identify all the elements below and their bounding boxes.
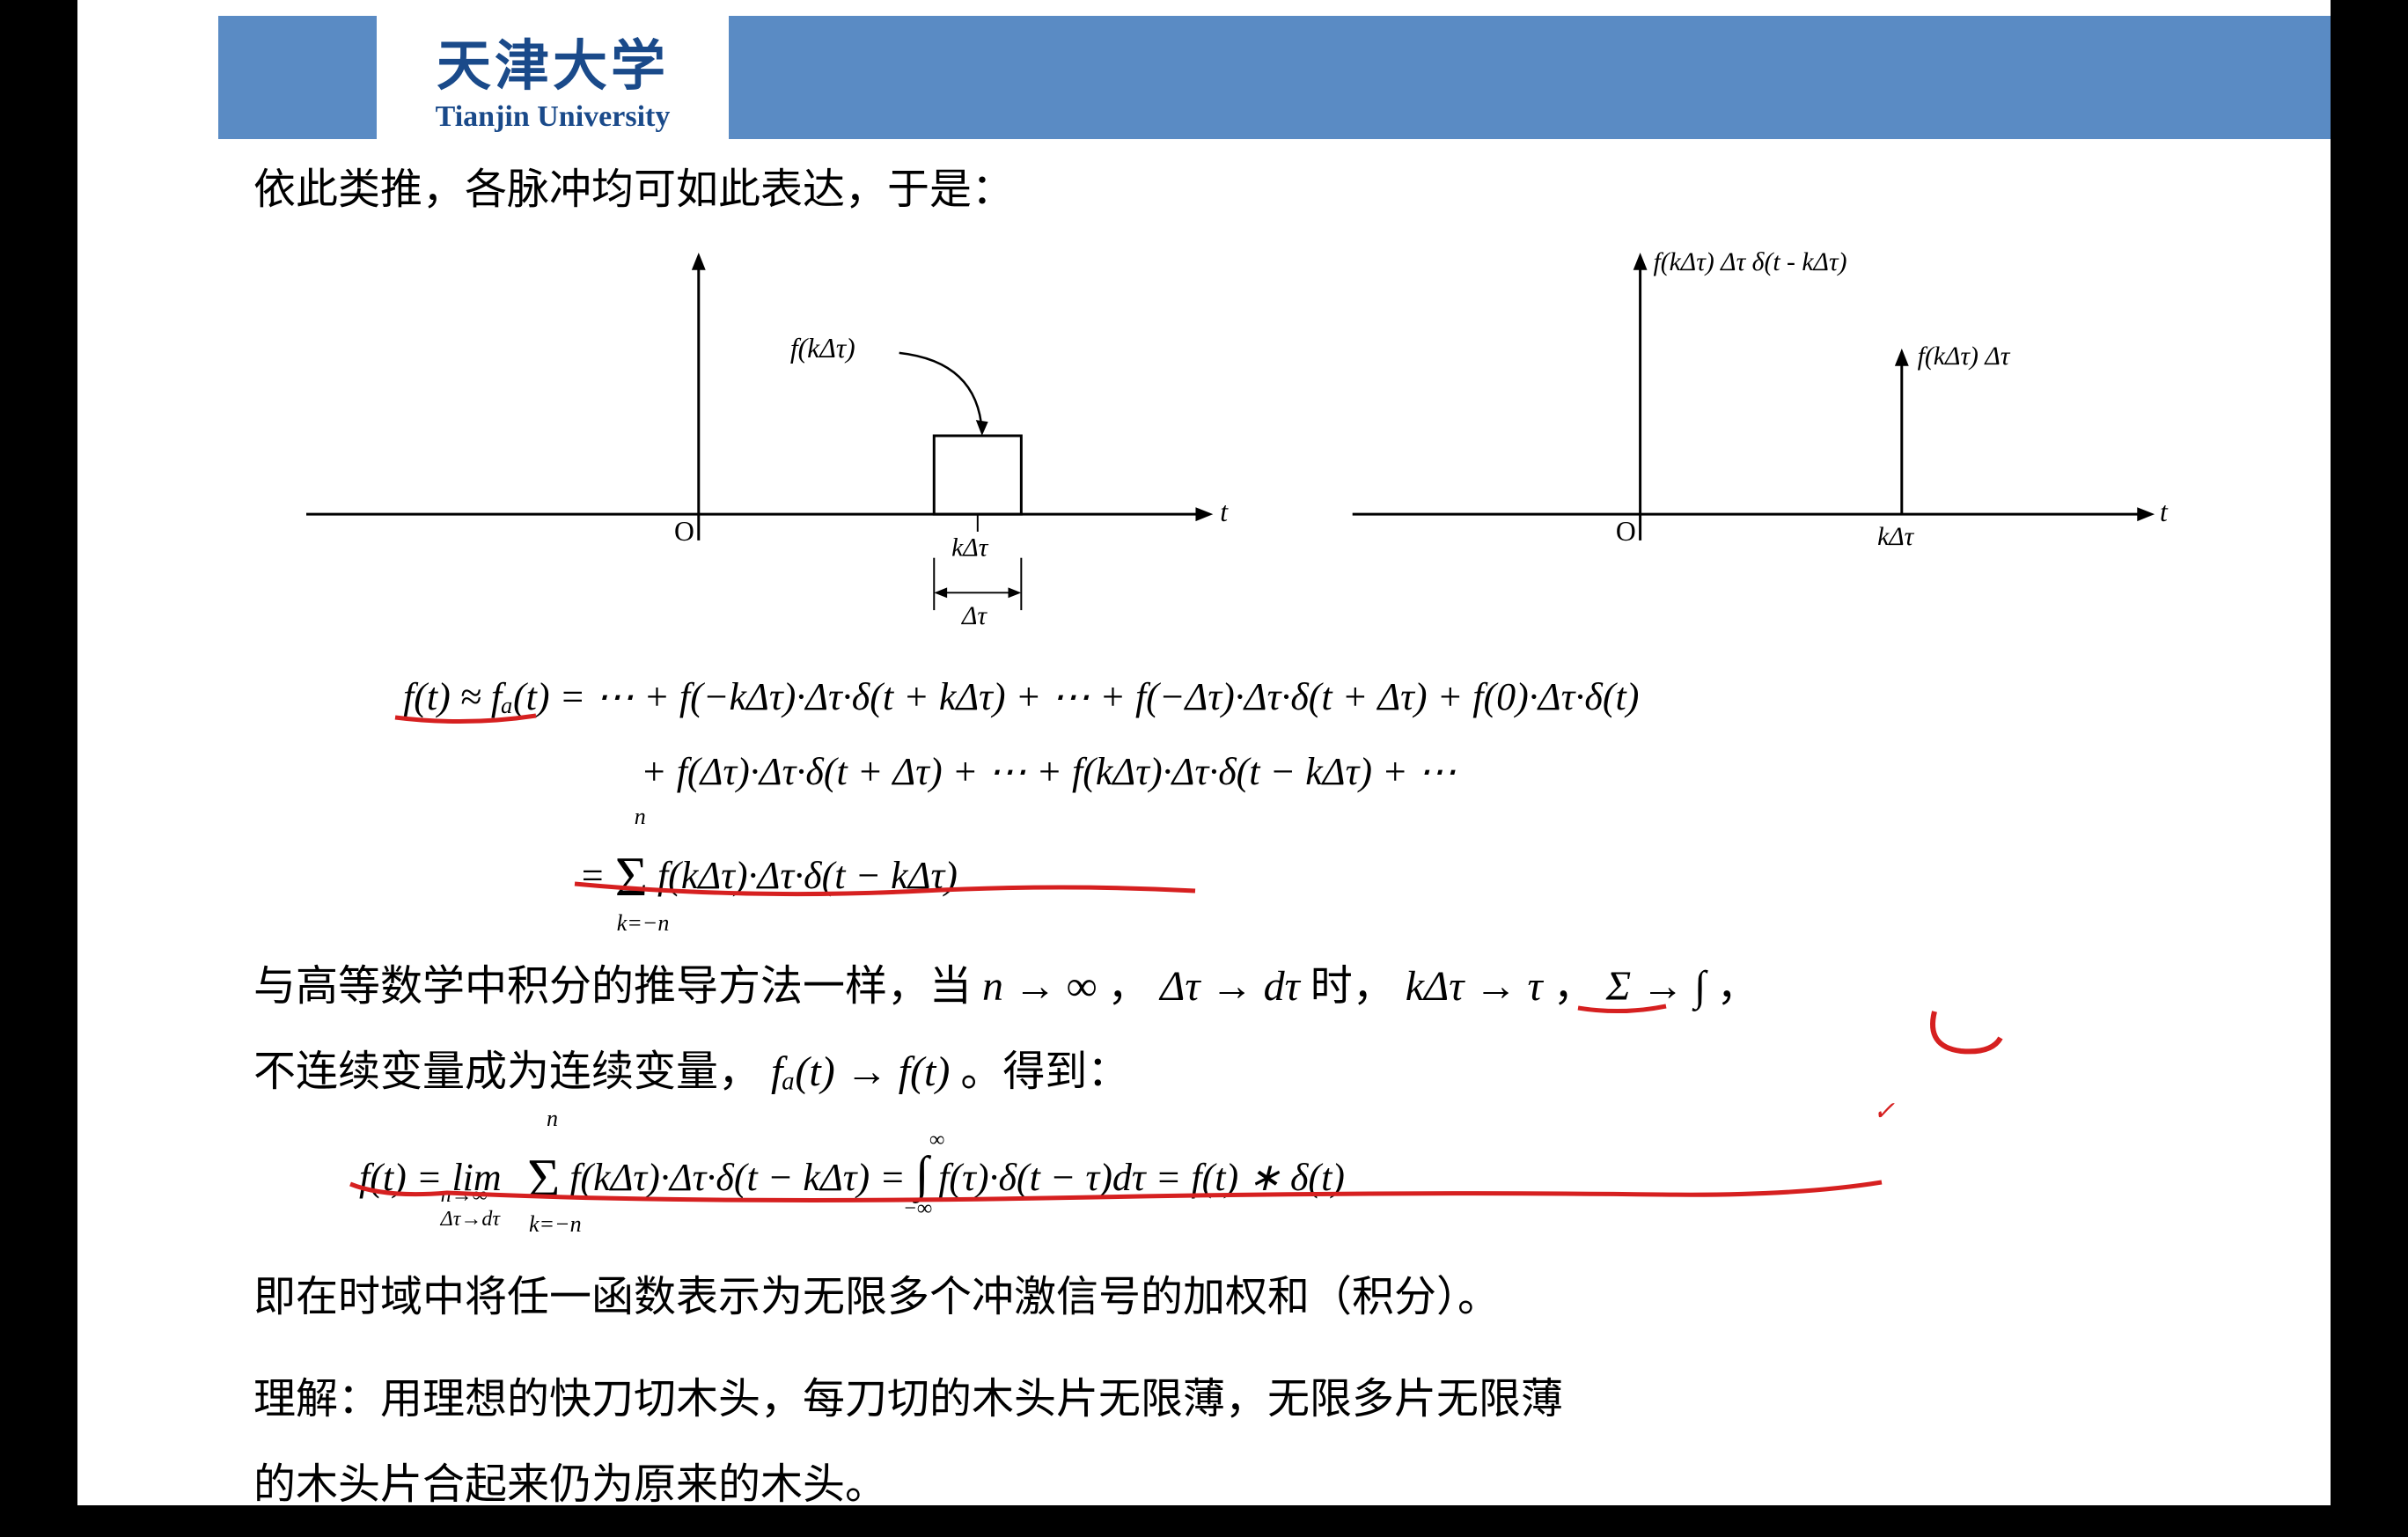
eq1-line1: f(t) ≈ fₐ(t) = ⋯ + f(−kΔτ)·Δτ·δ(t + kΔτ)… [403, 675, 1639, 718]
equation-1-line2: + f(Δτ)·Δτ·δ(t + Δτ) + ⋯ + f(kΔτ)·Δτ·δ(t… [641, 739, 2225, 805]
tick-mark: ✓ [1873, 1089, 1895, 1134]
l2-pre: 与高等数学中积分的推导方法一样，当 [253, 963, 982, 1010]
sum2-top: n [547, 1099, 558, 1138]
text-line2: 与高等数学中积分的推导方法一样，当 n → ∞ ， Δτ → dτ 时， kΔτ… [253, 953, 2225, 1021]
diagrams-row: t O kΔτ Δτ f(kΔτ) [253, 242, 2225, 629]
l2-c1: ， [1107, 963, 1149, 1010]
logo-english: Tianjin University [436, 100, 671, 134]
diagram-pulse: t O kΔτ Δτ f(kΔτ) [306, 242, 1230, 629]
l2-c2: 时， [1310, 963, 1395, 1010]
impulse-label: f(kΔτ) Δτ [1918, 342, 2011, 371]
l2-c4: ， [1716, 963, 1758, 1010]
origin-label-r: O [1616, 516, 1636, 547]
text-line4: 即在时域中将任一函数表示为无限多个冲激信号的加权和（积分）。 [253, 1264, 2225, 1332]
sum-top: n [635, 798, 646, 836]
slide-content: 依此类推，各脉冲均可如此表达，于是： t O kΔτ [253, 157, 2225, 1537]
l2-m1: n → ∞ [982, 963, 1097, 1010]
int-top: ∞ [929, 1122, 944, 1158]
equation-2: f(t) = lim n→∞ Δτ→dτ n Σ k=−n f(kΔτ)·Δτ·… [359, 1124, 2225, 1220]
width-label: Δτ [961, 602, 987, 629]
x-axis-label-r: t [2160, 496, 2169, 527]
underline-ft [391, 710, 540, 728]
text-line6: 的木头片合起来仍为原来的木头。 [253, 1452, 2225, 1519]
text-line5: 理解：用理想的快刀切木头，每刀切的木头片无限薄，无限多片无限薄 [253, 1366, 2225, 1434]
l2-m2: Δτ → dτ [1160, 963, 1300, 1010]
equation-1-line3: = n Σ k=−n f(kΔτ)·Δτ·δ(t − kΔτ) [579, 822, 958, 918]
university-logo: 天津大学 Tianjin University [377, 16, 729, 139]
intro-text: 依此类推，各脉冲均可如此表达，于是： [253, 157, 2225, 224]
l3-post: 。得到： [960, 1048, 1129, 1095]
y-label: f(kΔτ) Δτ δ(t - kΔτ) [1654, 248, 1847, 276]
l3-pre: 不连续变量成为连续变量， [253, 1048, 760, 1095]
tau-annotation [1917, 1003, 2014, 1073]
x-axis-label: t [1220, 496, 1229, 527]
pulse-label: f(kΔτ) [790, 333, 855, 364]
l3-m1: fₐ(t) → f(t) [771, 1048, 950, 1095]
l2-m3: kΔτ → τ [1406, 963, 1543, 1010]
underline-sum [570, 875, 1204, 910]
underline-eq2 [341, 1173, 1890, 1217]
origin-label: O [674, 516, 694, 547]
slide: 天津大学 Tianjin University 依此类推，各脉冲均可如此表达，于… [77, 0, 2331, 1505]
diagram-impulse: f(kΔτ) Δτ δ(t - kΔτ) t O f(kΔτ) Δτ kΔτ [1230, 242, 2172, 629]
logo-chinese: 天津大学 [437, 21, 669, 100]
x-tick-r: kΔτ [1877, 523, 1915, 551]
x-tick: kΔτ [951, 534, 989, 563]
underline-dtau [1574, 1003, 1670, 1019]
equation-1: f(t) ≈ fₐ(t) = ⋯ + f(−kΔτ)·Δτ·δ(t + kΔτ)… [403, 665, 2225, 731]
